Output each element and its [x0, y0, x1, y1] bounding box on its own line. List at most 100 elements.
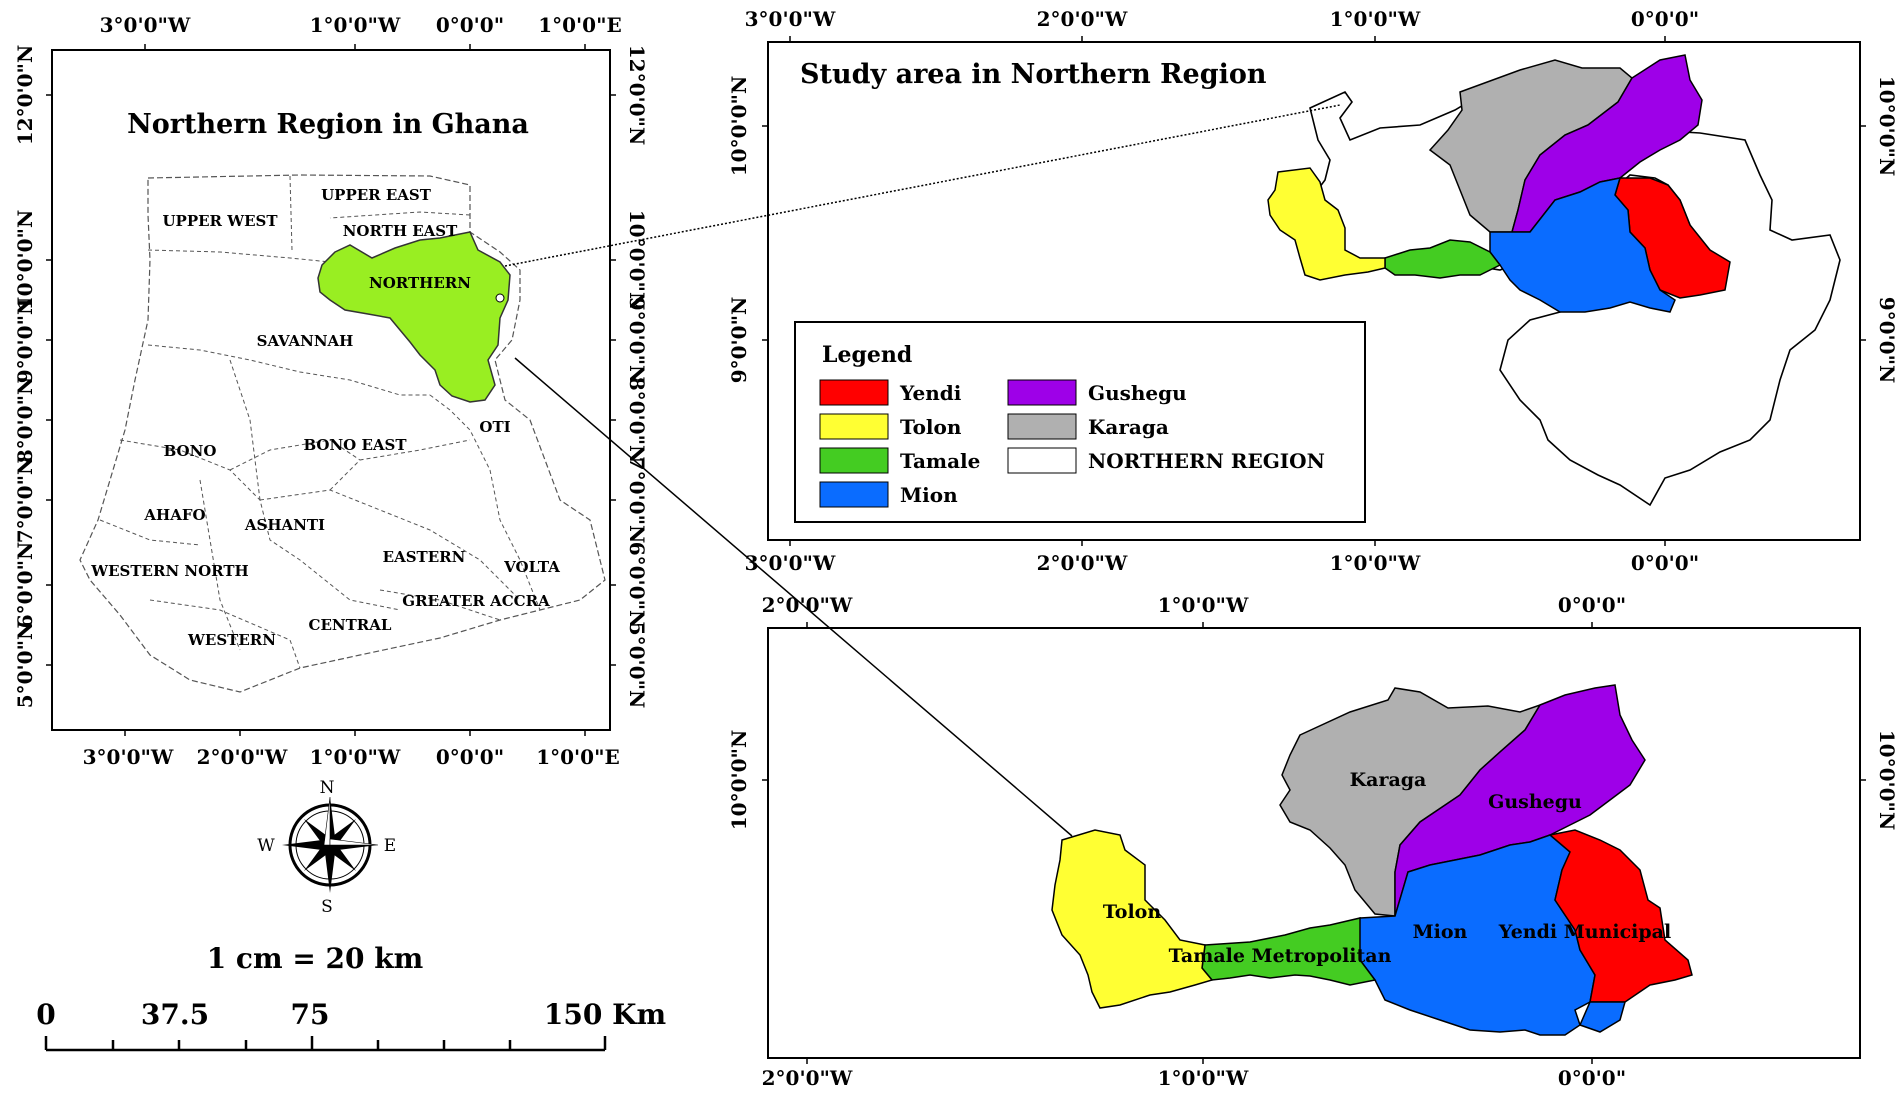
study-tick-right-2: 9°0'0"N [1875, 297, 1899, 384]
detail-label-gushegu: Gushegu [1488, 791, 1582, 813]
district-detail-panel: 2°0'0"W 1°0'0"W 0°0'0" 2°0'0"W 1°0'0"W 0… [727, 593, 1899, 1090]
legend-swatch-yendi [819, 379, 889, 406]
compass-star-highlight [323, 796, 331, 846]
ghana-tick-right-2: 10°0'0"N [625, 210, 649, 311]
compass-rose: N S E W [257, 778, 396, 917]
ghana-tick-bottom-3: 1°0'0"W [310, 745, 401, 769]
detail-label-tamale-metropolitan: Tamale Metropolitan [1169, 945, 1392, 967]
ghana-tick-bottom-1: 3°0'0"W [83, 745, 174, 769]
legend-label-tolon: Tolon [900, 415, 962, 439]
detail-tick-bottom-2: 1°0'0"W [1158, 1066, 1249, 1090]
ghana-northern-marker [495, 293, 505, 303]
legend-title: Legend [822, 342, 912, 368]
ghana-region-label: ASHANTI [244, 516, 325, 534]
ghana-region-label: OTI [479, 418, 510, 436]
study-tick-bottom-1: 3°0'0"W [745, 551, 836, 575]
compass-west-label: W [257, 836, 275, 856]
study-district-mion [1489, 177, 1676, 313]
compass-star-highlight [329, 838, 379, 846]
detail-label-tolon: Tolon [1103, 901, 1162, 923]
legend-swatch-northern-region [1007, 447, 1077, 474]
study-tick-top-3: 1°0'0"W [1330, 7, 1421, 31]
ghana-northern-region-highlight [317, 231, 511, 403]
ghana-tick-left-3: 9°0'0"N [13, 297, 37, 384]
detail-tick-top-1: 2°0'0"W [762, 593, 853, 617]
ghana-tick-top-1: 3°0'0"W [100, 13, 191, 37]
study-tick-left-1: 10°0'0"N [727, 76, 751, 177]
ghana-tick-left-6: 6°0'0"N [13, 542, 37, 629]
detail-district-yendi [1548, 829, 1693, 1003]
legend-label-tamale: Tamale [900, 449, 980, 473]
detail-tick-left-1: 10°0'0"N [727, 730, 751, 831]
detail-district-mion-south [1578, 1001, 1626, 1033]
connector-to-district-detail [514, 357, 1073, 837]
detail-tick-bottom-1: 2°0'0"W [762, 1066, 853, 1090]
ghana-region-label: NORTH EAST [343, 222, 458, 240]
legend: Legend Yendi Tolon Tamale Mion Gushegu K… [794, 321, 1366, 523]
ghana-region-label: BONO EAST [303, 436, 407, 454]
ghana-region-label: BONO [164, 442, 217, 460]
study-area-title: Study area in Northern Region [800, 59, 1267, 90]
legend-box [794, 321, 1366, 523]
ghana-tick-top-4: 1°0'0"E [538, 13, 622, 37]
ghana-region-label: WESTERN NORTH [90, 562, 248, 580]
ghana-region-label: GREATER ACCRA [402, 592, 550, 610]
legend-label-northern-region: NORTHERN REGION [1088, 449, 1325, 473]
district-detail-ticks [762, 622, 1866, 1064]
scale-ratio: 1 cm = 20 km [207, 942, 424, 975]
scale-label: 0 [36, 998, 55, 1031]
study-tick-right-1: 10°0'0"N [1875, 76, 1899, 177]
scale-label: 37.5 [141, 998, 209, 1031]
ghana-tick-right-7: 5°0'0"N [625, 622, 649, 709]
ghana-tick-right-6: 6°0'0"N [625, 542, 649, 629]
detail-tick-top-3: 0°0'0" [1558, 593, 1626, 617]
ghana-tick-bottom-2: 2°0'0"W [197, 745, 288, 769]
ghana-tick-left-4: 8°0'0"N [13, 377, 37, 464]
detail-tick-bottom-3: 0°0'0" [1558, 1066, 1626, 1090]
ghana-region-label: VOLTA [503, 558, 560, 576]
ghana-region-boundaries [99, 175, 541, 669]
study-tick-top-1: 3°0'0"W [745, 7, 836, 31]
ghana-map-ticks [46, 44, 616, 736]
ghana-tick-top-3: 0°0'0" [436, 13, 504, 37]
ghana-tick-right-5: 7°0'0"N [625, 457, 649, 544]
ghana-region-label: UPPER WEST [162, 212, 278, 230]
legend-swatch-gushegu [1007, 379, 1077, 406]
detail-district-tolon [1051, 829, 1214, 1009]
legend-swatch-mion [819, 481, 889, 508]
ghana-tick-left-1: 12°0'0"N [13, 45, 37, 146]
detail-district-tamale [1201, 917, 1377, 986]
ghana-region-label: SAVANNAH [257, 332, 354, 350]
ghana-region-label: CENTRAL [309, 616, 392, 634]
ghana-tick-right-3: 9°0'0"N [625, 297, 649, 384]
detail-label-mion: Mion [1413, 921, 1468, 943]
study-district-tamale [1384, 239, 1502, 279]
study-tick-bottom-4: 0°0'0" [1631, 551, 1699, 575]
legend-swatch-karaga [1007, 413, 1077, 440]
ghana-region-label: AHAFO [143, 506, 205, 524]
detail-tick-right-1: 10°0'0"N [1875, 730, 1899, 831]
scale-line [44, 1036, 607, 1052]
legend-label-karaga: Karaga [1088, 415, 1169, 439]
study-district-tolon [1267, 167, 1386, 281]
ghana-tick-left-5: 7°0'0"N [13, 457, 37, 544]
ghana-map-title: Northern Region in Ghana [127, 109, 529, 140]
ghana-region-label: WESTERN [187, 631, 276, 649]
study-tick-left-2: 9°0'0"N [727, 297, 751, 384]
compass-south-label: S [321, 897, 333, 917]
study-tick-top-4: 0°0'0" [1631, 7, 1699, 31]
legend-swatch-tamale [819, 447, 889, 474]
ghana-tick-left-7: 5°0'0"N [13, 622, 37, 709]
compass-east-label: E [384, 836, 396, 856]
ghana-tick-bottom-5: 1°0'0"E [536, 745, 620, 769]
legend-label-mion: Mion [900, 483, 958, 507]
detail-label-yendi-municipal: Yendi Municipal [1498, 921, 1671, 943]
ghana-tick-top-2: 1°0'0"W [310, 13, 401, 37]
ghana-region-label: NORTHERN [369, 274, 471, 292]
study-tick-bottom-3: 1°0'0"W [1330, 551, 1421, 575]
scale-label: 75 [291, 998, 330, 1031]
legend-label-gushegu: Gushegu [1088, 381, 1187, 405]
scale-bar: 1 cm = 20 km 0 37.5 75 150 Km [36, 942, 666, 1052]
detail-label-karaga: Karaga [1350, 769, 1427, 791]
